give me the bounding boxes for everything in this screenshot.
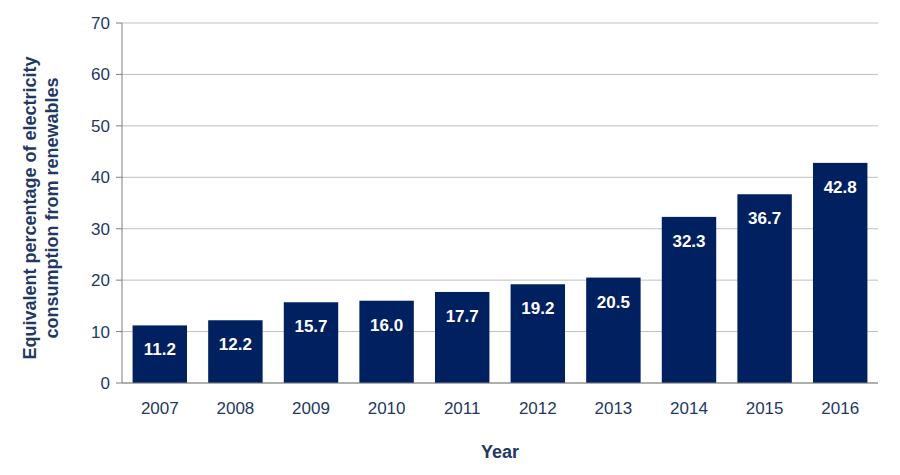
- bar: [435, 292, 489, 383]
- x-tick-label: 2008: [216, 399, 254, 418]
- y-tick-label: 30: [91, 220, 110, 239]
- y-axis-title-line: Equivalent percentage of electricity: [20, 56, 40, 359]
- grid-line: [122, 125, 878, 126]
- data-label: 20.5: [597, 293, 630, 312]
- x-axis: [122, 383, 878, 384]
- bar: [284, 302, 338, 383]
- y-tick: [116, 228, 122, 229]
- bars: [133, 163, 868, 383]
- y-tick-label: 60: [91, 65, 110, 84]
- bar: [133, 325, 187, 383]
- y-tick: [116, 331, 122, 332]
- y-tick: [116, 280, 122, 281]
- data-label: 11.2: [144, 340, 176, 359]
- x-tick-label: 2013: [594, 399, 632, 418]
- grid-line: [122, 23, 878, 24]
- x-tick-label: 2011: [444, 399, 481, 418]
- x-tick-label: 2012: [519, 399, 557, 418]
- data-label: 17.7: [446, 307, 479, 326]
- x-axis-title: Year: [481, 442, 519, 462]
- bar: [511, 284, 565, 383]
- bar: [586, 278, 640, 383]
- y-tick-label: 20: [91, 271, 110, 290]
- y-tick: [116, 177, 122, 178]
- data-label: 19.2: [521, 299, 554, 318]
- y-tick-label: 10: [91, 323, 110, 342]
- x-tick-label: 2016: [821, 399, 859, 418]
- y-tick: [116, 125, 122, 126]
- x-tick-label: 2007: [141, 399, 179, 418]
- y-axis: [122, 23, 123, 383]
- y-tick-label: 0: [101, 374, 110, 393]
- grid-line: [122, 383, 878, 384]
- data-label: 12.2: [219, 335, 252, 354]
- y-tick-label: 40: [91, 168, 110, 187]
- bar: [662, 217, 716, 383]
- data-label: 15.7: [294, 317, 327, 336]
- y-tick-label: 50: [91, 117, 110, 136]
- bar: [813, 163, 867, 383]
- x-tick-label: 2010: [368, 399, 406, 418]
- bar: [359, 301, 413, 383]
- data-label: 36.7: [748, 209, 781, 228]
- y-tick-label: 70: [91, 14, 110, 33]
- y-tick: [116, 23, 122, 24]
- y-axis-title-line: consumption from renewables: [42, 77, 62, 338]
- bar: [737, 194, 791, 383]
- data-label: 42.8: [824, 178, 857, 197]
- grid-line: [122, 74, 878, 75]
- x-tick-label: 2009: [292, 399, 330, 418]
- bar: [208, 320, 262, 383]
- data-label: 16.0: [370, 316, 403, 335]
- y-tick: [116, 74, 122, 75]
- data-label: 32.3: [672, 232, 705, 251]
- grid-line: [122, 177, 878, 178]
- y-axis-title: Equivalent percentage of electricitycons…: [20, 56, 62, 359]
- x-tick-label: 2014: [670, 399, 708, 418]
- x-tick-label: 2015: [746, 399, 784, 418]
- chart: 0 10 20 30 40 50 60 70 11.2 12.2 15.7 16.0 17.7 19.2 2…: [0, 0, 900, 475]
- y-tick: [116, 383, 122, 384]
